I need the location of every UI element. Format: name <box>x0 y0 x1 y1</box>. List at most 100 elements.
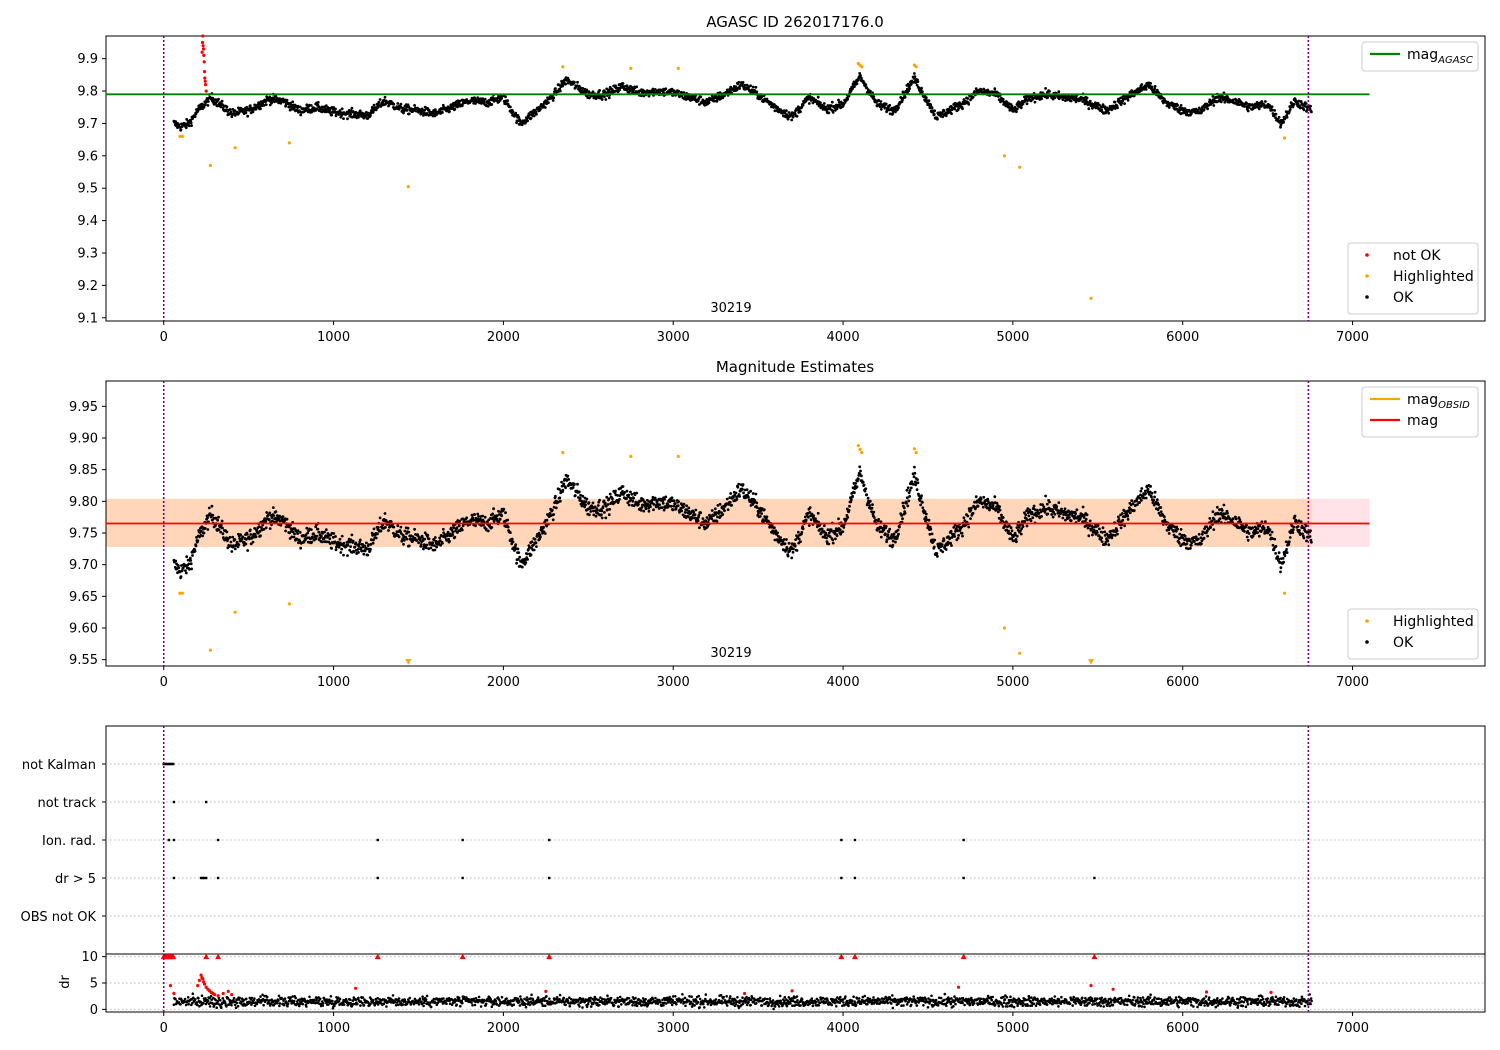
ok-point <box>262 104 266 107</box>
ok-point <box>887 530 891 534</box>
ok-point <box>816 95 820 99</box>
y-tick-label: 9.65 <box>69 590 98 605</box>
ok-point <box>970 506 973 510</box>
ok-point <box>1103 530 1107 534</box>
ok-point <box>905 488 909 492</box>
y-tick-label: 9.4 <box>77 214 98 229</box>
ok-point <box>872 516 876 519</box>
ok-point <box>259 534 262 538</box>
ok-point <box>855 485 859 489</box>
ok-point <box>502 507 506 511</box>
ok-point <box>1010 529 1014 533</box>
ok-point <box>795 114 799 118</box>
ok-point <box>950 112 953 116</box>
ok-point <box>894 540 897 544</box>
ok-point <box>589 510 593 513</box>
ok-point <box>441 111 444 114</box>
ok-point <box>730 503 733 507</box>
ok-point <box>790 118 794 122</box>
ok-point <box>682 502 686 506</box>
ok-point <box>751 492 755 495</box>
ok-point <box>217 515 220 519</box>
ok-point <box>328 537 332 541</box>
ok-point <box>571 486 575 489</box>
ok-point <box>545 518 549 522</box>
ok-point <box>558 89 562 93</box>
ok-point <box>581 87 585 90</box>
x-tick-label: 5000 <box>996 675 1029 690</box>
ok-point <box>284 104 287 108</box>
ok-point <box>660 506 664 509</box>
ok-point <box>357 115 360 119</box>
ok-point <box>366 117 370 120</box>
ok-point <box>1044 87 1047 90</box>
ok-point <box>591 90 595 94</box>
ok-point <box>1055 505 1058 509</box>
ok-point <box>268 527 272 530</box>
ok-point <box>618 497 621 501</box>
ok-point <box>190 124 194 127</box>
ok-point <box>203 527 207 530</box>
ok-point <box>562 482 566 486</box>
y-tick-label: 9.7 <box>77 117 98 132</box>
ok-point <box>737 482 741 486</box>
ok-point <box>471 516 475 520</box>
ok-point <box>890 536 893 540</box>
ok-point <box>697 513 701 517</box>
ok-point <box>906 486 910 490</box>
ok-point <box>1304 102 1308 105</box>
ok-point <box>298 531 302 534</box>
ok-point <box>1095 531 1099 535</box>
ok-point <box>862 483 866 487</box>
ok-point <box>672 504 676 508</box>
y-tick-label: 9.70 <box>69 558 98 573</box>
ok-point <box>458 99 461 103</box>
ok-point <box>692 510 695 514</box>
ok-point <box>264 526 268 530</box>
ok-point <box>509 531 512 534</box>
ok-point <box>860 76 863 80</box>
ok-point <box>1219 100 1223 104</box>
ok-point <box>358 109 362 113</box>
ok-point <box>253 532 257 536</box>
ok-point <box>220 99 224 103</box>
ok-point <box>944 114 948 118</box>
ok-point <box>865 493 869 496</box>
ok-point <box>801 527 805 531</box>
ok-point <box>352 115 356 119</box>
ok-point <box>585 497 589 501</box>
ok-point <box>402 542 405 546</box>
ok-point <box>1123 102 1126 105</box>
x-tick-label: 4000 <box>827 330 860 345</box>
ok-point <box>316 101 320 104</box>
not-ok-point <box>202 60 206 64</box>
ok-point <box>1084 517 1088 521</box>
ok-point <box>221 532 225 536</box>
ok-point <box>1270 105 1274 109</box>
ok-point <box>1117 518 1121 521</box>
ok-point <box>916 481 920 485</box>
ok-point <box>909 486 913 490</box>
ok-point <box>566 474 570 478</box>
ok-point <box>232 112 235 116</box>
ok-point <box>835 534 839 538</box>
ok-point <box>607 96 611 100</box>
y-tick-label: 9.3 <box>77 246 98 261</box>
ok-point <box>787 541 791 545</box>
ok-point <box>1031 516 1035 520</box>
ok-point <box>1264 100 1267 103</box>
ok-point <box>856 477 860 481</box>
ok-point <box>1009 526 1013 530</box>
ok-point <box>606 503 610 506</box>
ok-point <box>1085 96 1089 100</box>
ok-point <box>500 97 503 100</box>
ok-point <box>387 529 390 532</box>
y-tick-label: 9.55 <box>69 653 98 668</box>
ok-point <box>598 498 601 502</box>
ok-point <box>264 519 268 523</box>
ok-point <box>191 554 194 557</box>
ok-point <box>677 500 680 503</box>
ok-point <box>870 506 874 510</box>
ok-point <box>1274 112 1278 116</box>
ok-point <box>251 110 255 114</box>
